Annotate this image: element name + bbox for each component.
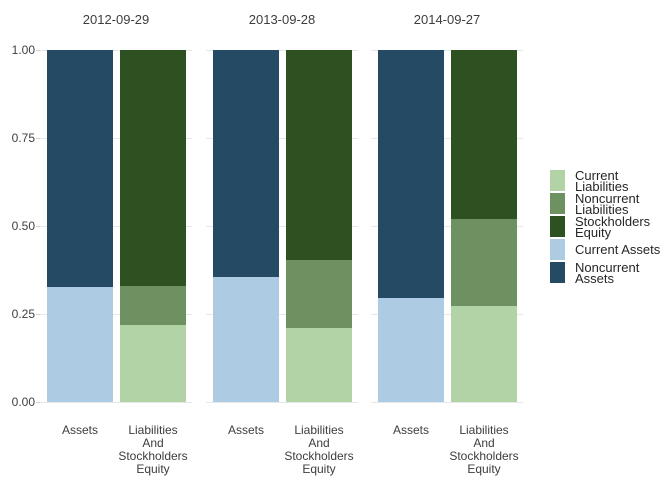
y-axis-tick-label: 0.75 [11,131,35,145]
x-axis-label: Assets [227,423,264,437]
bar-segment-stockholders-equity [286,50,352,261]
y-axis-tick-mark [36,402,40,403]
bar-assets [213,50,279,402]
gridline [206,138,358,139]
bar-segment-current-liabilities [451,305,517,402]
x-axis-label: Liabilities And Stockholders Equity [284,423,354,476]
bar-segment-current-liabilities [286,327,352,402]
facet-panel [371,44,523,404]
facet-panel [206,44,358,404]
legend-swatch-current-liabilities [550,170,565,191]
bar-segment-noncurrent-liabilities [451,219,517,306]
legend-item-noncurrent: Noncurrent Liabilities [550,190,660,217]
legend-swatch-current-assets [550,239,565,260]
legend: Current Liabilities Noncurrent Liabilitie… [550,167,660,286]
bar-segment-current-assets [47,286,113,402]
x-axis-label: Liabilities And Stockholders Equity [118,423,188,476]
x-axis-label: Assets [392,423,429,437]
x-axis-label: Assets [61,423,98,437]
gridline [371,50,523,51]
y-axis-tick-label: 0.25 [11,307,35,321]
y-axis-tick-mark [36,314,40,315]
gridline [40,138,192,139]
bar-liabilities [286,50,352,402]
bar-liabilities [451,50,517,402]
legend-item-current-assets: Current Assets [550,239,660,260]
legend-swatch-stockholders-equity [550,216,565,237]
bar-segment-noncurrent-liabilities [120,286,186,325]
legend-swatch-noncurrent-assets [550,262,565,283]
bar-liabilities [120,50,186,402]
bar-segment-current-liabilities [120,324,186,402]
bar-segment-stockholders-equity [120,50,186,287]
gridline [371,138,523,139]
gridline [371,226,523,227]
gridline [371,314,523,315]
x-axis-label: Liabilities And Stockholders Equity [449,423,519,476]
bar-segment-noncurrent-assets [378,50,444,298]
bar-segment-stockholders-equity [451,50,517,220]
bar-segment-noncurrent-assets [47,50,113,287]
bar-assets [47,50,113,402]
y-axis-tick-label: 1.00 [11,43,35,57]
gridline [371,402,523,403]
legend-item-current: Current Liabilities [550,167,660,194]
y-axis-tick-label: 0.00 [11,395,35,409]
gridline [40,314,192,315]
gridline [206,314,358,315]
bar-segment-current-assets [213,277,279,402]
facet-title: 2014-09-27 [413,12,481,27]
legend-item-noncurrent: Noncurrent Assets [550,259,660,286]
legend-label: Noncurrent Assets [575,259,640,286]
bar-segment-noncurrent-liabilities [286,260,352,328]
y-axis-tick-mark [36,138,40,139]
y-axis-tick-label: 0.50 [11,219,35,233]
legend-swatch-noncurrent-liabilities [550,193,565,214]
gridline [206,226,358,227]
bar-segment-current-assets [378,297,444,402]
legend-label: Noncurrent Liabilities [575,190,640,217]
gridline [40,226,192,227]
facet-title: 2012-09-29 [82,12,150,27]
bar-assets [378,50,444,402]
legend-label: Current Assets [575,242,661,257]
y-axis-tick-mark [36,50,40,51]
gridline [206,50,358,51]
facet-title: 2013-09-28 [248,12,316,27]
legend-label: Stockholders Equity [575,213,651,240]
gridline [206,402,358,403]
bar-segment-noncurrent-assets [213,50,279,278]
facet-panel [40,44,192,404]
legend-label: Current Liabilities [575,167,629,194]
y-axis-tick-mark [36,226,40,227]
gridline [40,50,192,51]
legend-item-stockholders: Stockholders Equity [550,213,660,240]
gridline [40,402,192,403]
